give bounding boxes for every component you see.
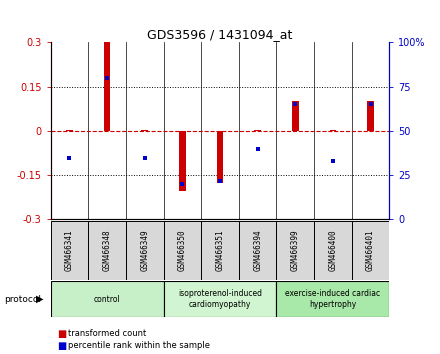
Text: ■: ■ bbox=[57, 341, 66, 351]
Text: exercise-induced cardiac
hypertrophy: exercise-induced cardiac hypertrophy bbox=[286, 290, 381, 309]
Point bbox=[66, 155, 73, 160]
Bar bbox=[179, 131, 186, 192]
Point bbox=[141, 155, 148, 160]
Text: percentile rank within the sample: percentile rank within the sample bbox=[68, 341, 210, 350]
Text: GSM466400: GSM466400 bbox=[328, 230, 337, 271]
Text: isoproterenol-induced
cardiomyopathy: isoproterenol-induced cardiomyopathy bbox=[178, 290, 262, 309]
Text: GSM466399: GSM466399 bbox=[291, 230, 300, 271]
Bar bbox=[51, 281, 164, 317]
Bar bbox=[352, 221, 389, 280]
Bar bbox=[66, 130, 73, 131]
Text: GSM466350: GSM466350 bbox=[178, 230, 187, 271]
Point bbox=[179, 181, 186, 187]
Bar bbox=[201, 221, 239, 280]
Point bbox=[367, 102, 374, 107]
Text: ■: ■ bbox=[57, 329, 66, 339]
Point bbox=[216, 178, 224, 183]
Bar bbox=[88, 221, 126, 280]
Bar bbox=[104, 42, 110, 131]
Bar bbox=[367, 101, 374, 131]
Point bbox=[292, 102, 299, 107]
Bar bbox=[254, 130, 261, 131]
Bar bbox=[164, 281, 276, 317]
Text: transformed count: transformed count bbox=[68, 329, 147, 338]
Point bbox=[254, 146, 261, 152]
Bar bbox=[164, 221, 201, 280]
Text: GSM466401: GSM466401 bbox=[366, 230, 375, 271]
Bar bbox=[216, 131, 224, 183]
Text: GSM466349: GSM466349 bbox=[140, 230, 149, 271]
Text: GSM466351: GSM466351 bbox=[216, 230, 224, 271]
Text: control: control bbox=[94, 295, 121, 304]
Text: GSM466341: GSM466341 bbox=[65, 230, 74, 271]
Bar bbox=[292, 101, 299, 131]
Bar bbox=[276, 281, 389, 317]
Bar bbox=[126, 221, 164, 280]
Text: GSM466394: GSM466394 bbox=[253, 230, 262, 271]
Bar bbox=[330, 130, 336, 131]
Point bbox=[330, 158, 337, 164]
Title: GDS3596 / 1431094_at: GDS3596 / 1431094_at bbox=[147, 28, 293, 41]
Bar bbox=[314, 221, 352, 280]
Bar bbox=[51, 221, 88, 280]
Text: GSM466348: GSM466348 bbox=[103, 230, 112, 271]
Point bbox=[103, 75, 110, 81]
Text: protocol: protocol bbox=[4, 295, 41, 304]
Text: ▶: ▶ bbox=[36, 294, 44, 304]
Bar bbox=[239, 221, 276, 280]
Bar bbox=[141, 130, 148, 131]
Bar bbox=[276, 221, 314, 280]
